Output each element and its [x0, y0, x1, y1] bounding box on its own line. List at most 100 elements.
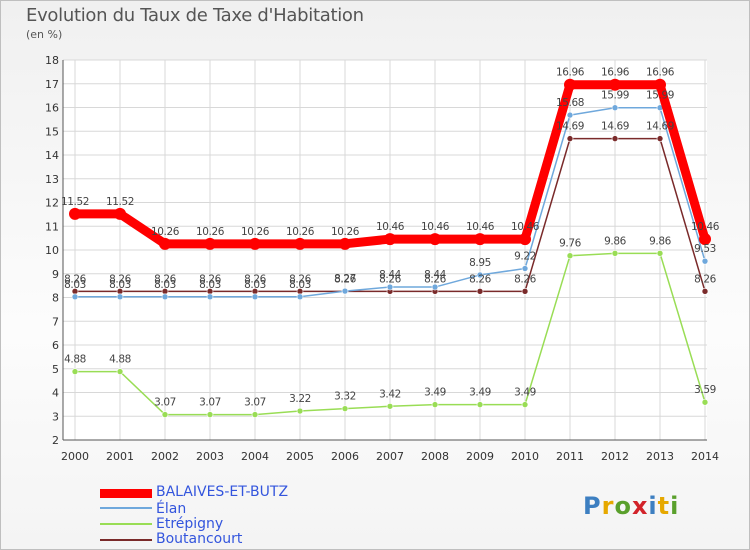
data-label-3-9: 8.26 [469, 273, 491, 285]
legend-label-elan: Élan [156, 501, 187, 517]
data-label-0-6: 10.26 [331, 226, 360, 238]
data-label-3-3: 8.26 [199, 273, 221, 285]
data-point-2-11 [566, 252, 574, 259]
data-point-0-11 [564, 78, 576, 91]
data-point-0-13 [654, 78, 666, 91]
data-label-3-13: 14.69 [646, 121, 674, 133]
data-point-0-9 [474, 233, 486, 246]
data-point-1-4 [251, 293, 259, 301]
data-label-0-9: 10.46 [466, 221, 495, 233]
legend-label-balaives: BALAIVES-ET-BUTZ [156, 484, 289, 500]
data-point-2-0 [71, 368, 79, 375]
data-point-3-10 [521, 288, 529, 295]
data-point-3-13 [656, 135, 664, 142]
y-tick-label: 13 [45, 173, 59, 186]
y-tick-label: 10 [45, 244, 59, 257]
data-point-0-10 [519, 233, 531, 246]
data-label-0-8: 10.46 [421, 221, 450, 233]
x-tick-label: 2011 [556, 450, 584, 463]
data-point-3-14 [701, 288, 709, 295]
y-tick-label: 2 [52, 434, 59, 447]
y-tick-label: 9 [52, 268, 59, 281]
data-point-1-11 [566, 111, 574, 119]
data-point-0-0 [69, 207, 81, 220]
data-point-1-6 [341, 287, 349, 295]
data-label-2-1: 4.88 [109, 354, 131, 366]
data-label-0-10: 10.46 [511, 221, 540, 233]
y-tick-label: 8 [52, 292, 59, 305]
x-tick-label: 2012 [601, 450, 629, 463]
data-label-0-12: 16.96 [601, 67, 630, 79]
data-label-2-12: 9.86 [604, 235, 626, 247]
data-label-0-0: 11.52 [61, 196, 89, 208]
y-tick-label: 12 [45, 197, 59, 210]
data-label-0-14: 10.46 [691, 221, 720, 233]
data-point-2-5 [296, 407, 304, 415]
data-point-2-9 [476, 401, 484, 408]
data-point-0-4 [249, 237, 261, 250]
data-point-2-14 [701, 398, 709, 406]
data-label-3-8: 8.26 [424, 273, 446, 285]
x-tick-label: 2000 [61, 450, 89, 463]
y-tick-label: 14 [45, 149, 59, 162]
data-label-3-14: 8.26 [694, 273, 716, 285]
data-label-2-0: 4.88 [64, 354, 86, 366]
x-tick-label: 2005 [286, 450, 314, 463]
data-label-3-0: 8.26 [64, 273, 86, 285]
data-point-0-7 [384, 233, 396, 246]
data-point-2-13 [656, 250, 664, 257]
data-label-3-12: 14.69 [601, 121, 629, 133]
data-point-0-8 [429, 233, 441, 246]
data-label-3-10: 8.26 [514, 273, 536, 285]
data-label-0-3: 10.26 [196, 226, 225, 238]
data-label-3-11: 14.69 [556, 121, 584, 133]
data-label-0-4: 10.26 [241, 226, 270, 238]
data-point-0-5 [294, 237, 306, 250]
data-label-3-7: 8.26 [379, 273, 401, 285]
data-point-1-2 [161, 293, 169, 301]
data-point-2-3 [206, 411, 214, 418]
data-point-0-2 [159, 237, 171, 250]
x-tick-label: 2008 [421, 450, 449, 463]
data-label-1-5: 8.03 [289, 279, 311, 291]
legend-swatch-etrepigny [100, 523, 152, 525]
x-tick-label: 2014 [691, 450, 719, 463]
data-point-1-12 [611, 104, 619, 112]
data-label-0-2: 10.26 [151, 226, 180, 238]
x-tick-label: 2004 [241, 450, 269, 463]
legend-label-etrepigny: Etrépigny [156, 516, 224, 532]
data-label-2-9: 3.49 [469, 387, 491, 399]
data-label-1-10: 9.22 [514, 251, 536, 263]
y-tick-label: 18 [45, 54, 59, 67]
data-label-1-12: 15.99 [601, 90, 629, 102]
data-point-1-3 [206, 293, 214, 301]
x-tick-label: 2013 [646, 450, 674, 463]
data-label-0-5: 10.26 [286, 226, 315, 238]
x-tick-label: 2001 [106, 450, 134, 463]
data-label-1-11: 15.68 [556, 97, 584, 109]
data-point-2-1 [116, 368, 124, 375]
y-tick-label: 17 [45, 78, 59, 91]
data-label-1-9: 8.95 [469, 257, 491, 269]
data-point-0-14 [699, 233, 711, 246]
data-label-3-6: 8.26 [334, 273, 356, 285]
data-point-2-8 [431, 401, 439, 408]
chart-unit: (en %) [26, 28, 63, 41]
data-label-1-13: 15.99 [646, 90, 674, 102]
data-point-1-9 [476, 271, 484, 279]
data-point-2-4 [251, 411, 259, 418]
data-label-1-2: 8.03 [154, 279, 176, 291]
x-tick-label: 2007 [376, 450, 404, 463]
y-tick-label: 16 [45, 102, 59, 115]
data-label-2-11: 9.76 [559, 238, 581, 250]
y-tick-label: 4 [52, 387, 59, 400]
data-point-0-6 [339, 237, 351, 250]
legend-swatch-boutancourt [100, 539, 152, 541]
data-point-2-2 [161, 411, 169, 418]
legend-swatch-elan [100, 507, 152, 509]
data-label-2-7: 3.42 [379, 388, 401, 400]
data-label-3-5: 8.26 [289, 273, 311, 285]
data-label-3-4: 8.26 [244, 273, 266, 285]
data-label-0-1: 11.52 [106, 196, 134, 208]
x-tick-label: 2009 [466, 450, 494, 463]
